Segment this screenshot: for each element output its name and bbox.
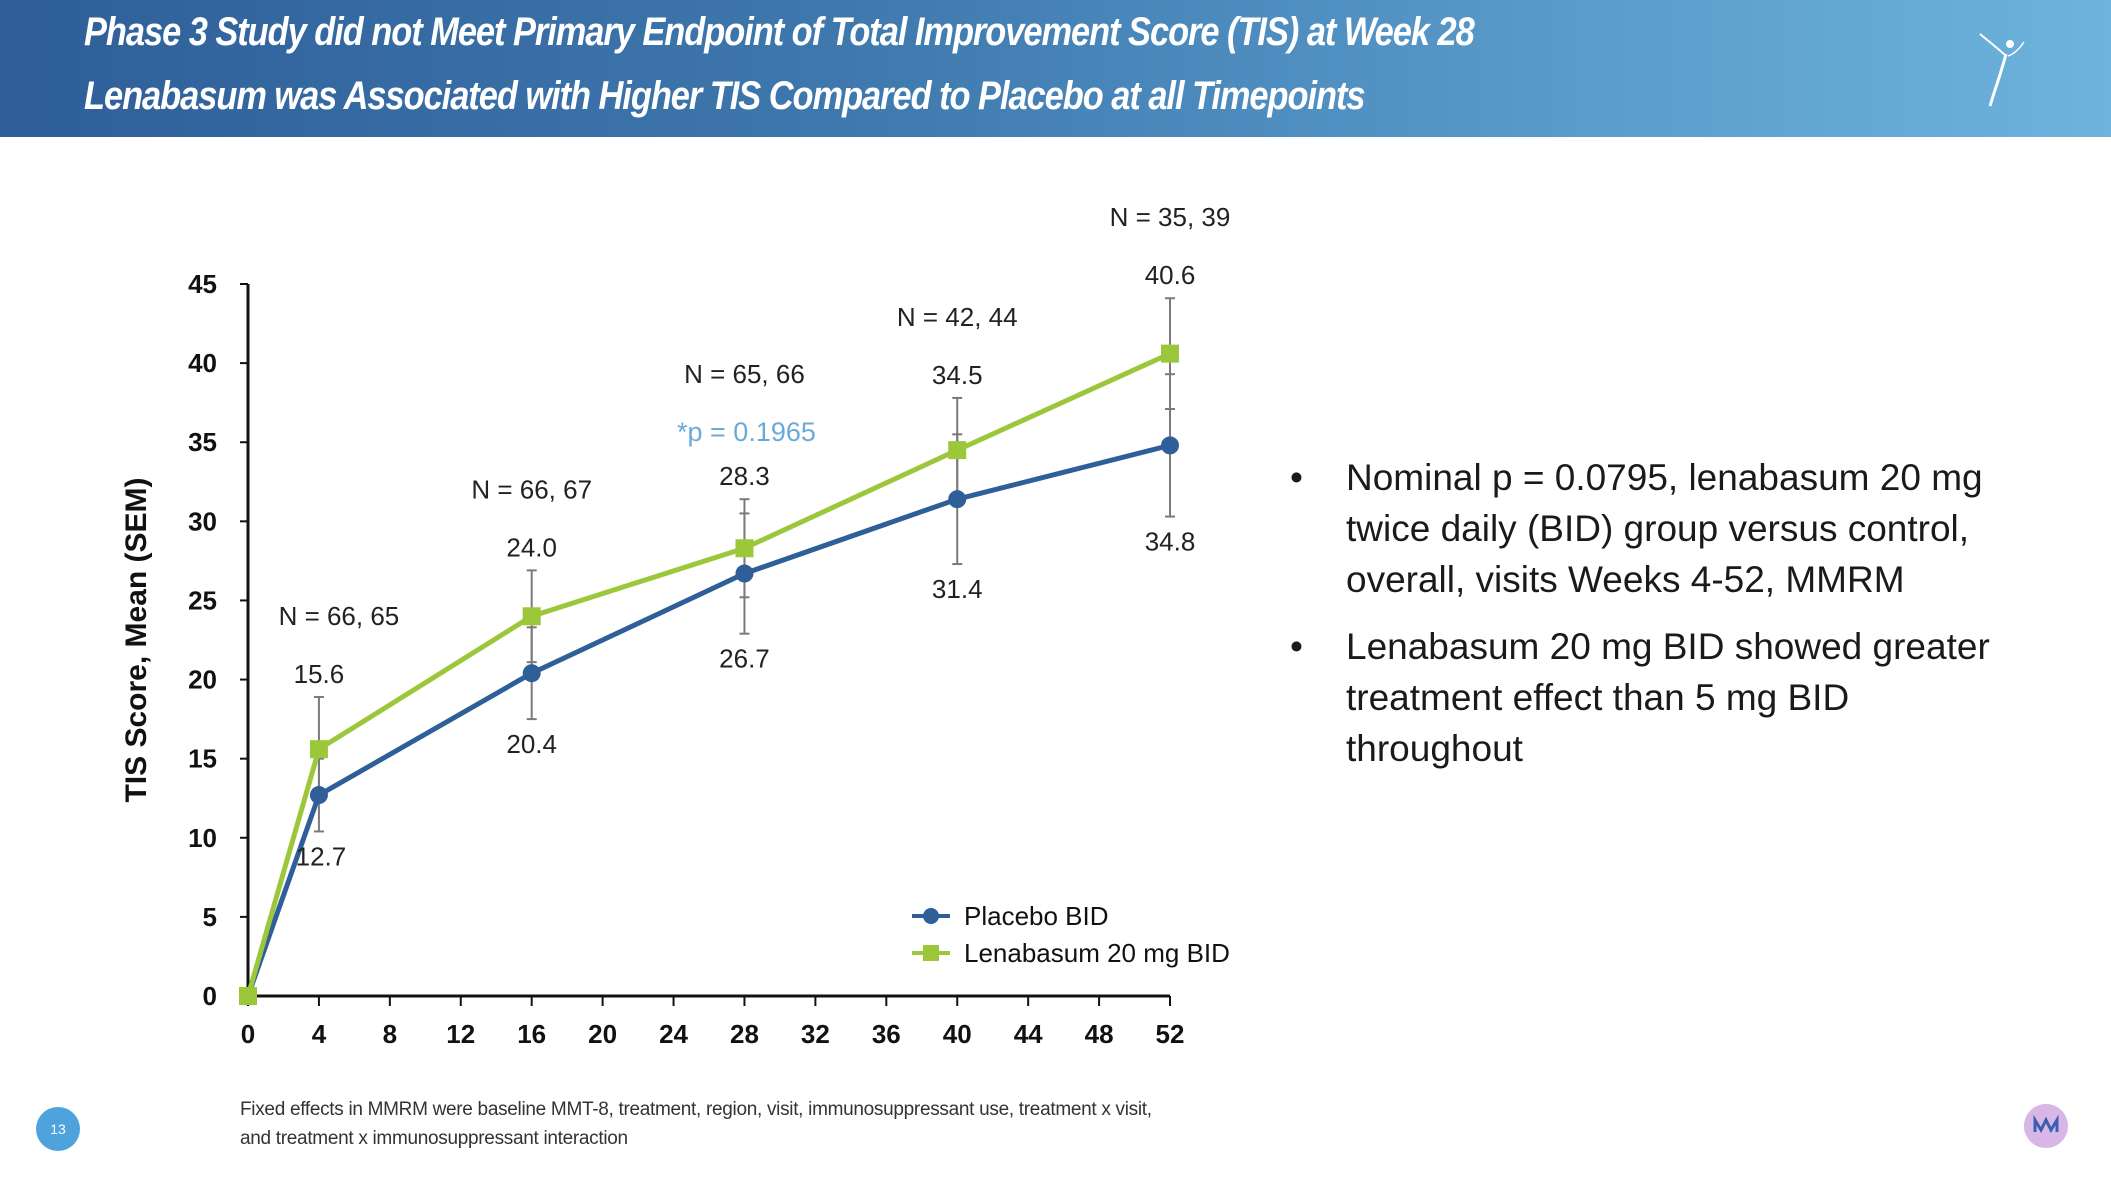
data-point-marker <box>522 607 541 626</box>
sample-size-label: N = 66, 65 <box>279 601 400 631</box>
company-logo-icon <box>1979 33 2025 107</box>
bullet-symbol: • <box>1290 457 1303 498</box>
slide-title-line-2: Lenabasum was Associated with Higher TIS… <box>84 74 1366 118</box>
y-tick-label: 5 <box>203 902 217 932</box>
brand-mark-icon <box>2024 1104 2068 1148</box>
footnote-line-1: Fixed effects in MMRM were baseline MMT-… <box>240 1099 1152 1120</box>
data-point-marker <box>309 740 328 759</box>
legend-marker <box>923 908 939 924</box>
data-label: 34.8 <box>1145 527 1196 557</box>
data-label: 15.6 <box>294 659 345 689</box>
data-point-marker <box>1161 344 1179 363</box>
y-tick-label: 40 <box>188 348 217 378</box>
x-tick-label: 4 <box>312 1019 327 1049</box>
y-tick-label: 10 <box>188 823 217 853</box>
y-tick-label: 15 <box>188 744 217 774</box>
bullet-text: Lenabasum 20 mg BID showed greater treat… <box>1346 626 1990 769</box>
bullet-symbol: • <box>1290 626 1303 667</box>
y-tick-label: 35 <box>188 427 217 457</box>
series-line <box>245 442 1171 997</box>
x-tick-label: 12 <box>446 1019 475 1049</box>
bullet-item: • Lenabasum 20 mg BID showed greater tre… <box>1290 621 2010 774</box>
y-tick-label: 30 <box>188 506 217 536</box>
page-number-badge: 13 <box>36 1107 80 1151</box>
x-tick-label: 36 <box>872 1019 901 1049</box>
y-axis-label: TIS Score, Mean (SEM) <box>120 477 153 802</box>
data-label: 40.6 <box>1145 260 1196 290</box>
x-tick-label: 20 <box>588 1019 617 1049</box>
legend-label: Placebo BID <box>964 901 1109 931</box>
data-label: 20.4 <box>506 729 557 759</box>
data-label: 12.7 <box>296 841 347 871</box>
data-point-marker <box>309 786 328 805</box>
header-banner: Phase 3 Study did not Meet Primary Endpo… <box>0 0 2111 137</box>
y-tick-label: 45 <box>188 269 217 299</box>
data-point-marker <box>522 664 541 683</box>
sample-size-label: N = 42, 44 <box>897 302 1018 332</box>
data-point-marker <box>948 441 967 460</box>
sample-size-label: N = 35, 39 <box>1110 202 1231 232</box>
data-label: 24.0 <box>506 532 557 562</box>
y-tick-label: 25 <box>188 585 217 615</box>
bullet-text: Nominal p = 0.0795, lenabasum 20 mg twic… <box>1346 457 1983 600</box>
p-value-annotation: *p = 0.1965 <box>677 417 816 447</box>
x-tick-label: 24 <box>659 1019 688 1049</box>
data-point-marker <box>1161 436 1179 455</box>
x-tick-label: 48 <box>1085 1019 1114 1049</box>
series-line <box>245 351 1172 997</box>
x-tick-label: 40 <box>943 1019 972 1049</box>
data-point-marker <box>735 564 754 583</box>
x-tick-label: 32 <box>801 1019 830 1049</box>
data-label: 31.4 <box>932 574 983 604</box>
data-point-marker <box>735 539 754 558</box>
data-label: 28.3 <box>719 461 770 491</box>
footnote: Fixed effects in MMRM were baseline MMT-… <box>240 1095 1280 1153</box>
y-tick-label: 0 <box>203 981 217 1011</box>
slide-title-line-1: Phase 3 Study did not Meet Primary Endpo… <box>84 10 1475 54</box>
sample-size-label: N = 66, 67 <box>471 474 592 504</box>
y-tick-label: 20 <box>188 665 217 695</box>
x-tick-label: 44 <box>1014 1019 1043 1049</box>
x-tick-label: 28 <box>730 1019 759 1049</box>
sample-size-label: N = 65, 66 <box>684 359 805 389</box>
data-label: 26.7 <box>719 644 770 674</box>
data-point-marker <box>948 490 967 509</box>
x-tick-label: 16 <box>517 1019 546 1049</box>
x-tick-label: 0 <box>241 1019 255 1049</box>
footnote-line-2: and treatment x immunosuppressant intera… <box>240 1128 628 1149</box>
data-point-marker <box>239 987 257 1005</box>
bullet-list: • Nominal p = 0.0795, lenabasum 20 mg tw… <box>1290 452 2010 790</box>
x-tick-label: 8 <box>383 1019 397 1049</box>
legend-marker <box>923 945 939 961</box>
legend-label: Lenabasum 20 mg BID <box>964 938 1230 968</box>
x-tick-label: 52 <box>1156 1019 1185 1049</box>
bullet-item: • Nominal p = 0.0795, lenabasum 20 mg tw… <box>1290 452 2010 605</box>
data-label: 34.5 <box>932 360 983 390</box>
